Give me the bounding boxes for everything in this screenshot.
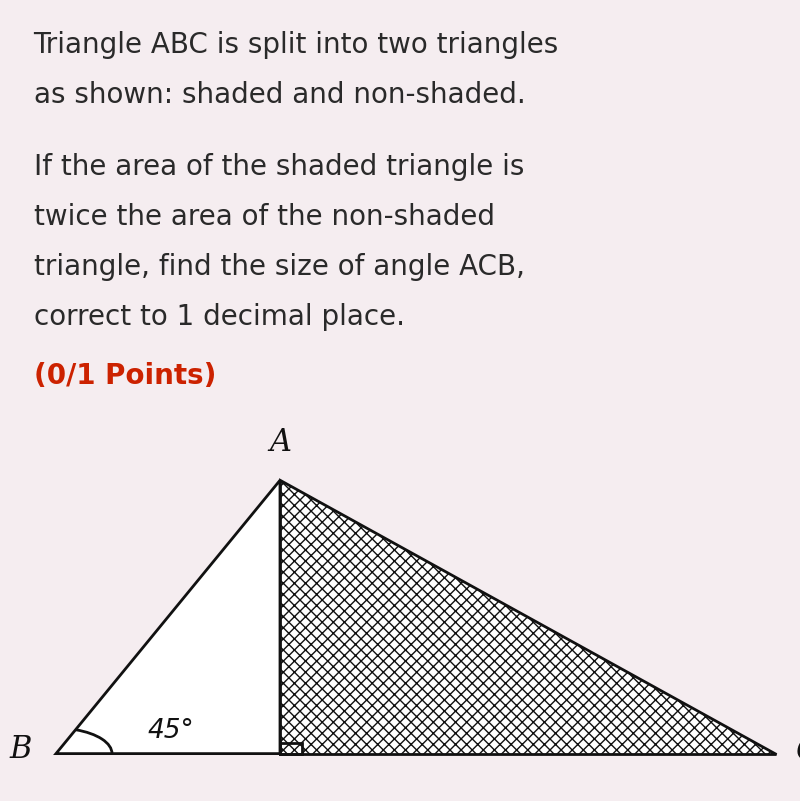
Text: Triangle ABC is split into two triangles: Triangle ABC is split into two triangles xyxy=(34,30,559,58)
Text: B: B xyxy=(10,735,32,766)
Text: If the area of the shaded triangle is: If the area of the shaded triangle is xyxy=(34,153,524,181)
Text: 45°: 45° xyxy=(147,718,194,744)
Text: C: C xyxy=(796,736,800,767)
Text: as shown: shaded and non-shaded.: as shown: shaded and non-shaded. xyxy=(34,81,526,109)
Text: A: A xyxy=(269,428,291,458)
Text: twice the area of the non-shaded: twice the area of the non-shaded xyxy=(34,203,494,231)
Text: correct to 1 decimal place.: correct to 1 decimal place. xyxy=(34,304,405,332)
Text: triangle, find the size of angle ACB,: triangle, find the size of angle ACB, xyxy=(34,253,525,281)
Polygon shape xyxy=(280,481,776,754)
Text: (0/1 Points): (0/1 Points) xyxy=(34,362,216,390)
Polygon shape xyxy=(56,481,280,754)
